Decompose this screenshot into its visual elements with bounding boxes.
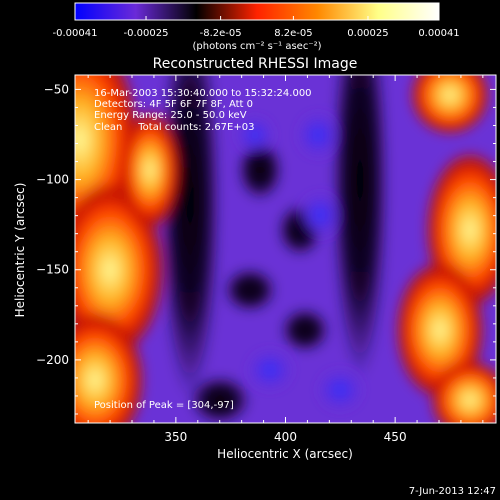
dark-lane [332, 75, 388, 380]
hot-region-right [410, 75, 490, 135]
x-tick-label: 400 [274, 430, 297, 444]
info-detectors: Detectors: 4F 5F 6F 7F 8F, Att 0 [94, 99, 253, 110]
colorbar-units-label: (photons cm⁻² s⁻¹ asec⁻²) [192, 41, 321, 52]
hot-region-left [120, 110, 180, 230]
hot-region-right [430, 360, 496, 423]
colorbar-tick-label: -0.00025 [124, 28, 169, 39]
blue-blob [298, 113, 338, 157]
blue-blob [237, 117, 273, 153]
y-tick-label: −50 [44, 82, 69, 96]
peak-position-label: Position of Peak = [304,-97] [94, 400, 234, 411]
chart-title: Reconstructed RHESSI Image [153, 56, 358, 72]
blue-blob [300, 193, 340, 237]
y-tick-label: −100 [36, 173, 69, 187]
colorbar-tick-label: 8.2e-05 [274, 28, 312, 39]
info-energy-range: Energy Range: 25.0 - 50.0 keV [94, 110, 247, 121]
y-axis-label: Heliocentric Y (arcsec) [13, 183, 27, 318]
colorbar-tick-label: 0.00041 [418, 28, 459, 39]
heatmap-image [75, 75, 496, 423]
colorbar-tick-label: 0.00025 [347, 28, 388, 39]
x-axis: 350 400 450 [87, 75, 484, 444]
y-tick-label: −200 [36, 353, 69, 367]
colorbar-tick-label: -0.00041 [53, 28, 98, 39]
footer-date: 7-Jun-2013 12:47 [409, 486, 496, 497]
x-tick-label: 450 [384, 430, 407, 444]
hot-region-left [75, 310, 145, 423]
heatmap-features [75, 75, 496, 423]
blue-blob [318, 370, 362, 410]
colorbar: -0.00041 -0.00025 -8.2e-05 8.2e-05 0.00025 0.… [53, 2, 460, 52]
info-block: 16-Mar-2003 15:30:40.000 to 15:32:24.000… [94, 88, 312, 133]
colorbar-scale [74, 2, 440, 21]
x-tick-label: 350 [164, 430, 187, 444]
dark-patch [281, 308, 329, 352]
dark-patch [238, 140, 282, 200]
y-tick-label: −150 [36, 263, 69, 277]
info-clean-counts: Clean Total counts: 2.67E+03 [94, 122, 254, 133]
colorbar-ticks: -0.00041 -0.00025 -8.2e-05 8.2e-05 0.00025 0.… [53, 16, 460, 39]
blue-blob [248, 350, 292, 390]
info-time-range: 16-Mar-2003 15:30:40.000 to 15:32:24.000 [94, 88, 312, 99]
dark-patch [224, 268, 276, 312]
dark-patch [190, 376, 250, 423]
y-axis: −50 −100 −150 −200 [36, 82, 496, 415]
x-axis-label: Heliocentric X (arcsec) [217, 447, 353, 461]
colorbar-tick-label: -8.2e-05 [200, 28, 242, 39]
